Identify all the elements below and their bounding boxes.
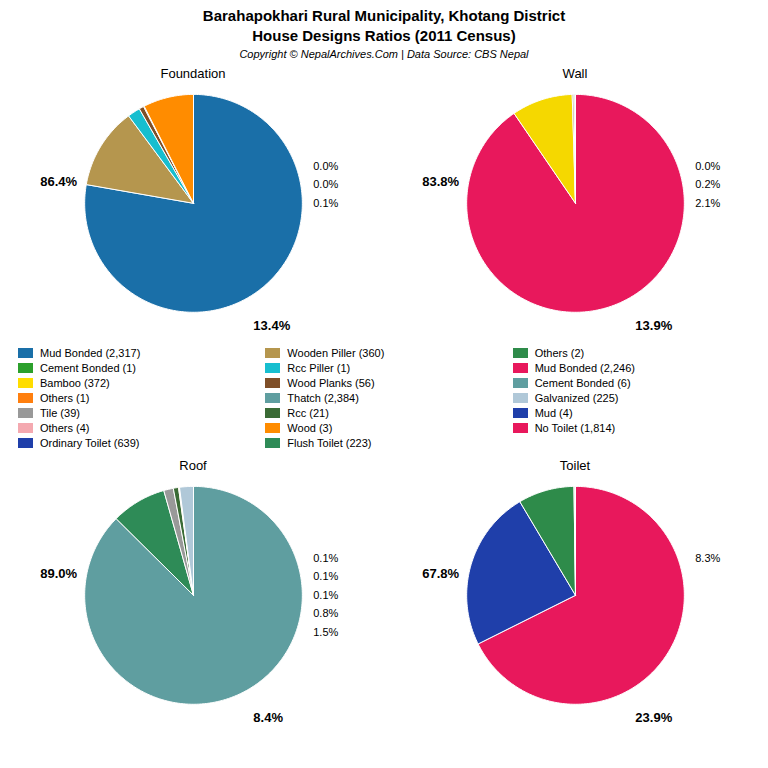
html-text:Toilet: Toilet	[559, 458, 591, 473]
html-text:Rcc Piller (1): Rcc Piller (1)	[287, 361, 351, 374]
html-text:Bamboo (372): Bamboo (372)	[40, 376, 110, 389]
svg-text:23.9%: 23.9%	[635, 709, 672, 724]
html-text:Wall: Wall	[562, 66, 588, 81]
svg-text:0.0%: 0.0%	[313, 178, 338, 190]
html-text:Others (1): Others (1)	[40, 391, 90, 404]
svg-text:13.4%: 13.4%	[253, 317, 290, 332]
html-text:Flush Toilet (223): Flush Toilet (223)	[287, 436, 372, 449]
svg-text:67.8%: 67.8%	[422, 566, 459, 581]
svg-text:0.1%: 0.1%	[313, 197, 338, 209]
svg-text:8.3%: 8.3%	[695, 552, 720, 564]
svg-text:0.1%: 0.1%	[313, 589, 338, 601]
html-text:Thatch (2,384): Thatch (2,384)	[287, 391, 359, 404]
svg-text:8.4%: 8.4%	[253, 709, 283, 724]
html-text:Mud Bonded (2,246): Mud Bonded (2,246)	[534, 361, 635, 374]
html-text:Galvanized (225): Galvanized (225)	[534, 391, 619, 404]
svg-text:0.0%: 0.0%	[695, 160, 720, 172]
html-text:Others (4): Others (4)	[40, 421, 90, 434]
svg-text:0.0%: 0.0%	[313, 160, 338, 172]
html-text:Wooden Piller (360): Wooden Piller (360)	[287, 346, 385, 359]
html-text:No Toilet (1,814): No Toilet (1,814)	[534, 421, 616, 434]
svg-text:0.1%: 0.1%	[313, 570, 338, 582]
svg-text:0.8%: 0.8%	[313, 607, 338, 619]
svg-text:83.8%: 83.8%	[422, 174, 459, 189]
html-text:Mud Bonded (2,317): Mud Bonded (2,317)	[40, 346, 141, 359]
html-text:Rcc (21): Rcc (21)	[287, 406, 329, 419]
html-text:Barahapokhari Rural Municipali: Barahapokhari Rural Municipality, Khotan…	[202, 7, 566, 44]
html-text:Others (2): Others (2)	[534, 346, 585, 359]
svg-text:1.5%: 1.5%	[313, 626, 338, 638]
html-text:Ordinary Toilet (639): Ordinary Toilet (639)	[40, 436, 140, 449]
svg-text:13.9%: 13.9%	[635, 317, 672, 332]
svg-text:2.1%: 2.1%	[695, 197, 720, 209]
html-text:Copyright © NepalArchives.Com: Copyright © NepalArchives.Com | Data Sou…	[239, 48, 529, 60]
html-text:Tile (39): Tile (39)	[40, 406, 80, 419]
html-text:Wood Planks (56): Wood Planks (56)	[287, 376, 375, 389]
html-text:Cement Bonded (1): Cement Bonded (1)	[40, 361, 136, 374]
svg-text:89.0%: 89.0%	[40, 566, 77, 581]
html-text:Wood (3): Wood (3)	[287, 421, 333, 434]
html-text:Mud (4): Mud (4)	[534, 406, 573, 419]
html-text:Roof: Roof	[179, 458, 207, 473]
html-text:Cement Bonded (6): Cement Bonded (6)	[534, 376, 631, 389]
html-text:Foundation: Foundation	[160, 66, 226, 81]
svg-text:0.1%: 0.1%	[313, 552, 338, 564]
svg-text:0.2%: 0.2%	[695, 178, 720, 190]
svg-text:86.4%: 86.4%	[40, 174, 77, 189]
